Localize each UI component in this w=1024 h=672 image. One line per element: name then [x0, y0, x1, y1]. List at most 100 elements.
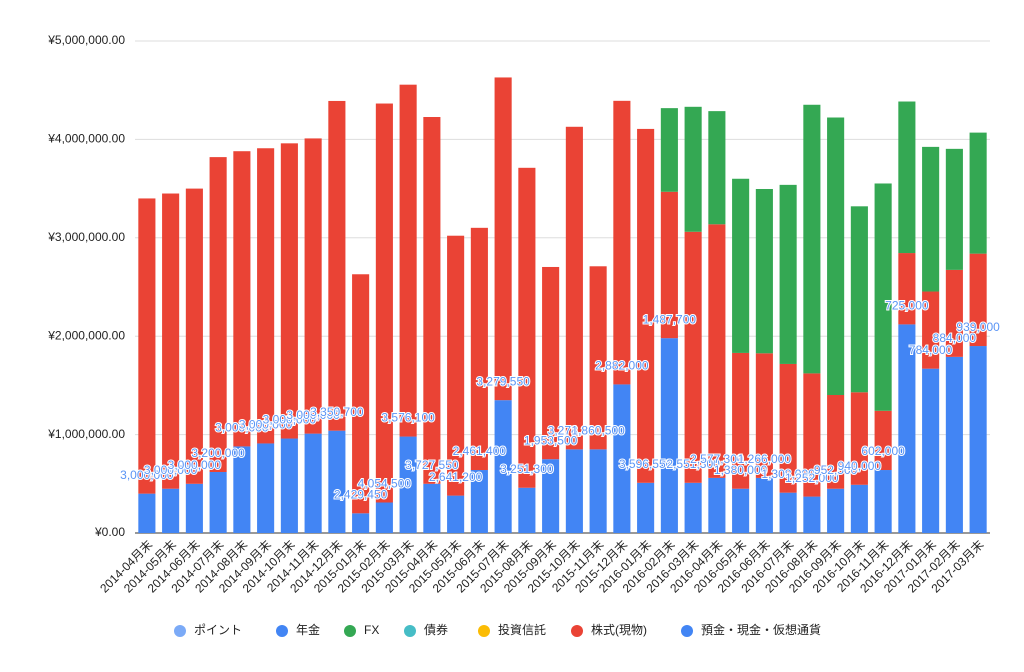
bar-segment	[304, 433, 322, 533]
bar-segment	[779, 492, 797, 533]
legend-swatch	[174, 625, 186, 637]
data-label: 3,000,000	[263, 413, 317, 427]
data-label: 1,953,500	[524, 433, 578, 447]
data-label: 784,000	[909, 343, 953, 357]
bar-segment	[684, 106, 702, 232]
data-label: 3,727,550	[405, 458, 459, 472]
bar-segment	[613, 384, 631, 533]
bar-segment	[732, 488, 750, 533]
bar-segment	[945, 148, 963, 270]
data-label: 940,000	[838, 459, 882, 473]
data-label: 3,576,100	[381, 411, 435, 425]
bar-segment	[470, 227, 488, 471]
data-label: 2,882,000	[595, 359, 649, 373]
data-label: 3,000,000	[120, 468, 174, 482]
bar-segment	[660, 338, 678, 533]
data-label: 602,000	[861, 444, 905, 458]
bar-segment	[922, 146, 940, 292]
bar-segment	[922, 368, 940, 533]
bar-segment	[423, 483, 441, 533]
bar-segment	[257, 443, 275, 533]
bar-segment	[209, 157, 227, 472]
data-label: 952,500	[814, 463, 858, 477]
bar-segment	[565, 449, 583, 533]
bar-segment	[637, 128, 655, 483]
legend-label: 投資信託	[498, 622, 546, 637]
data-label: 1,860,500	[571, 424, 625, 438]
bar-segment	[898, 324, 916, 533]
data-label: 2,577,300	[690, 452, 744, 466]
bar-segment	[660, 191, 678, 339]
bar-segment	[708, 477, 726, 533]
data-label: 3,000,000	[239, 418, 293, 432]
y-tick-label: ¥3,000,000.00	[47, 230, 125, 244]
data-label: 1,308,000	[761, 467, 815, 481]
bar-segment	[542, 459, 560, 533]
bar-segment	[803, 104, 821, 374]
bar-segment	[898, 253, 916, 325]
bar-segment	[589, 449, 607, 533]
data-label: 4,054,500	[358, 477, 412, 491]
data-label: 2,551,300	[666, 457, 720, 471]
bar-segment	[613, 100, 631, 385]
legend-swatch	[344, 625, 356, 637]
data-label: 2,641,200	[429, 470, 483, 484]
data-label: 1,266,000	[738, 452, 792, 466]
bar-segment	[423, 117, 441, 484]
bar-segment	[233, 151, 251, 447]
data-label: 3,596,550	[619, 457, 673, 471]
bar-segment	[138, 493, 156, 533]
bar-segment	[280, 143, 298, 439]
data-label: 1,252,000	[785, 471, 839, 485]
y-tick-label: ¥1,000,000.00	[47, 427, 125, 441]
bar-segment	[850, 484, 868, 533]
bar-segment	[399, 84, 417, 437]
bar-segment	[850, 392, 868, 485]
data-label: 3,251,300	[500, 462, 554, 476]
legend-label: 預金・現金・仮想通貨	[701, 622, 821, 637]
data-label: 884,000	[933, 331, 977, 345]
bar-segment	[850, 206, 868, 393]
bar-segment	[660, 108, 678, 192]
bar-segment	[922, 291, 940, 369]
legend-swatch	[571, 625, 583, 637]
bar-segment	[684, 482, 702, 533]
bar-segment	[827, 394, 845, 489]
bar-segment	[708, 111, 726, 225]
legend-swatch	[276, 625, 288, 637]
bar-segment	[162, 193, 180, 489]
bar-segment	[542, 266, 560, 460]
bar-segment	[874, 470, 892, 533]
bar-segment	[684, 231, 702, 483]
data-label: 725,000	[885, 299, 929, 313]
legend-swatch	[404, 625, 416, 637]
bar-segment	[874, 183, 892, 411]
data-label: 3,350,700	[310, 405, 364, 419]
bar-segment	[138, 198, 156, 494]
bar-segment	[352, 274, 370, 514]
bar-segment	[637, 482, 655, 533]
bar-segment	[779, 363, 797, 493]
data-label: 1,487,700	[643, 312, 697, 326]
bar-segment	[518, 167, 536, 488]
bar-segment	[874, 410, 892, 471]
data-label: 3,000,000	[144, 463, 198, 477]
y-tick-label: ¥0.00	[94, 525, 125, 539]
bar-segment	[399, 436, 417, 533]
bar-segment	[827, 117, 845, 395]
bar-segment	[257, 148, 275, 444]
legend-swatch	[478, 625, 490, 637]
bar-segment	[328, 430, 346, 533]
bar-segment	[447, 495, 465, 533]
data-label: 3,000,000	[215, 421, 269, 435]
bar-segment	[447, 235, 465, 496]
bar-segment	[304, 138, 322, 434]
data-label: 939,000	[956, 320, 1000, 334]
bar-segment	[969, 346, 987, 533]
y-tick-label: ¥2,000,000.00	[47, 328, 125, 342]
y-tick-label: ¥5,000,000.00	[47, 33, 125, 47]
bar-segment	[494, 77, 512, 401]
bar-segment	[779, 184, 797, 364]
legend-label: 株式(現物)	[591, 622, 647, 637]
bar-segment	[755, 188, 773, 354]
